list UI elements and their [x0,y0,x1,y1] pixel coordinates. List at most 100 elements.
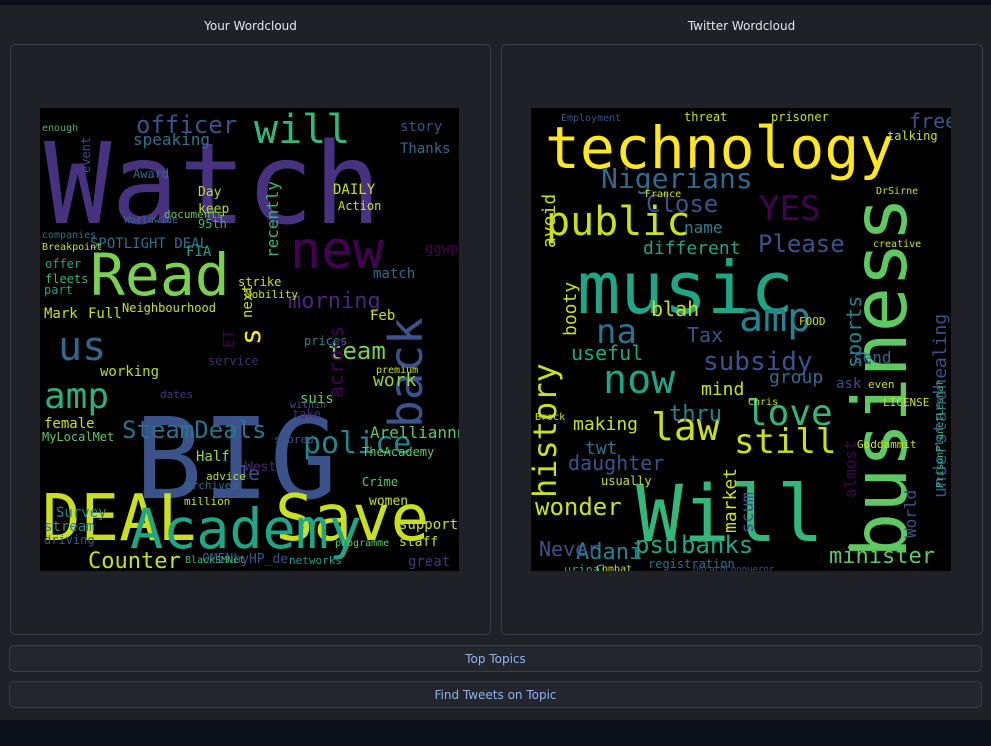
left-word: Action [338,199,381,213]
left-word: back [379,317,433,428]
right-word: blah [651,297,699,321]
left-word: suis [300,391,334,407]
left-word: across [324,326,348,398]
twitter-wordcloud-svg: technology business music Will public amp Nige… [531,109,951,571]
left-word: Watch [44,120,381,250]
left-word: Mobility [245,288,298,301]
left-word: networks [289,554,342,567]
left-word: women [369,494,408,509]
left-word: Counter [88,549,181,571]
right-word: now [603,357,676,403]
left-word: Neighbourhood [122,301,216,315]
right-word: daughter [568,451,664,475]
left-word: Survey [56,505,107,521]
top-topics-button[interactable]: Top Topics [9,645,982,672]
right-word: twt [585,438,618,459]
left-word: story [400,119,442,135]
right-word: booty [560,282,581,336]
right-word: OscarDConqueror [693,565,775,571]
left-word: team [328,337,386,365]
left-word: million [184,495,230,508]
right-word: thru [669,402,722,427]
left-word: work [373,370,417,391]
left-word: within [290,400,326,411]
left-word: archives [185,479,238,492]
twitter-wordcloud-image: technology business music Will public amp Nige… [531,108,951,571]
left-word: Feb [370,308,395,324]
right-word: technology [545,114,894,182]
left-word: part [44,283,73,297]
right-word: na [596,312,637,352]
bottom-strip [0,720,991,746]
left-word: s [234,328,267,345]
right-word: public [546,199,691,245]
right-word: prisoner [771,110,829,124]
right-word: history [531,363,564,498]
left-word: staff [399,535,438,550]
right-word: Chris [748,397,778,408]
right-word: mind [701,379,744,400]
left-word: recently [263,181,282,258]
left-word: dates [160,388,193,401]
left-word: OMENbyHP_de [202,552,288,567]
right-word: Nigerians [601,162,753,195]
left-word: stream [44,519,95,535]
right-word: name [684,218,723,237]
left-word: keep [198,202,229,217]
left-word: working [100,364,159,380]
left-word: Save [275,482,429,556]
right-word: World [901,490,920,538]
left-word: stored [274,433,314,446]
right-word: music [577,246,794,330]
right-word: amp [739,295,811,341]
left-word: will [254,108,350,153]
left-word: next [240,284,256,318]
left-word: DEAL [42,482,196,556]
left-word: officer [136,111,237,139]
left-word: 95th [198,217,227,231]
left-word: SPOTLIGHT DEAL [90,236,208,252]
your-wordcloud-panel: Watch BIG DEAL Save Academy Read new back will us… [10,44,491,635]
left-word: take [292,407,321,421]
right-word: group [769,367,823,388]
right-panel-label: Twitter Wordcloud [687,19,796,33]
right-word: threat [684,110,727,124]
right-word: subsidy [703,347,813,377]
left-word: West [245,460,276,475]
right-word: Close [646,190,718,218]
right-word: Combat [596,564,632,571]
right-word: Never [539,537,599,561]
right-word: almost [841,440,860,498]
left-word: amp [44,376,109,417]
right-word: Employment [561,113,621,124]
left-word: prices [304,334,347,348]
right-word: love [746,393,833,434]
right-word: making [573,414,638,435]
find-tweets-button[interactable]: Find Tweets on Topic [9,681,982,708]
right-word: registration [648,557,735,571]
right-word: PrisonPlanetLesnar [935,380,946,488]
left-word: Academy [130,497,362,561]
left-word: BIG [135,395,337,525]
right-word: talking [887,129,938,143]
left-word: Day [198,185,222,200]
left-word: Thanks [400,141,451,157]
right-word: usually [601,474,652,488]
right-word: business [836,197,924,558]
right-word: understandhealing [930,314,951,498]
left-word: TheAcademy [362,445,434,459]
left-word: morning [288,289,381,314]
left-word: Award [133,167,169,181]
right-word: even [868,378,895,391]
right-word: Please [758,230,845,258]
left-word: Crime [362,475,398,489]
right-word: law [651,405,720,449]
right-word: Brock [535,412,565,423]
right-word: Goddammit [857,438,917,451]
right-word: Will [636,470,824,560]
right-word: different [643,238,741,259]
left-word: ggwp [425,241,459,257]
right-word: Tax [687,323,723,347]
left-word: strike [238,275,281,289]
